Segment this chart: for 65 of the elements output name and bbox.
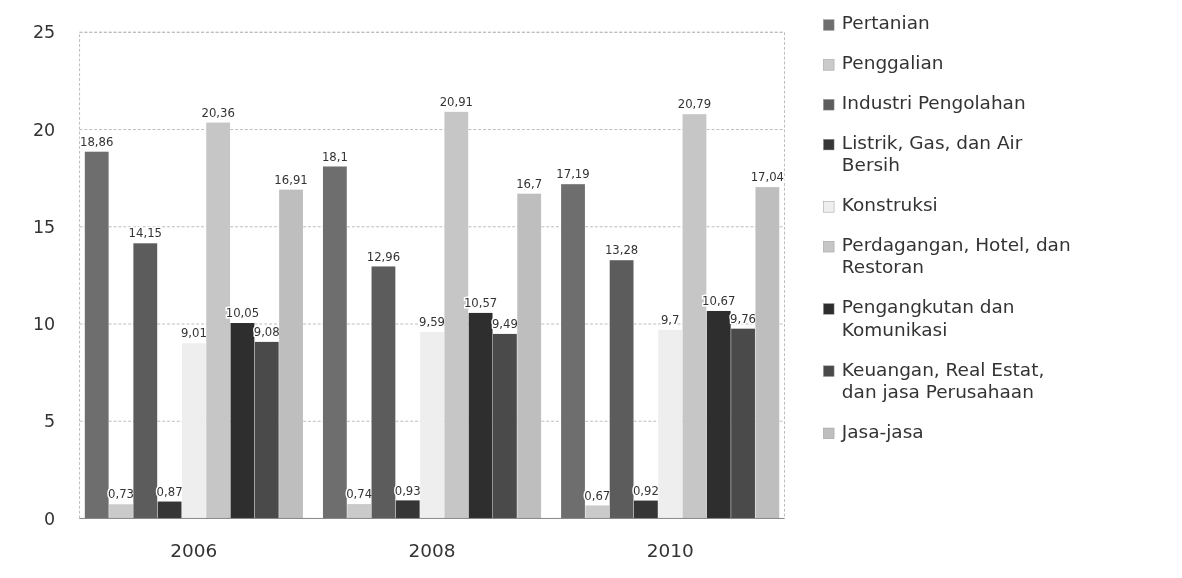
legend-label: Pengangkutan dan Komunikasi [841, 296, 1015, 340]
legend-label: Jasa-jasa [840, 420, 924, 442]
data-label: 0,67 [584, 488, 611, 503]
y-tick-label: 20 [32, 119, 56, 140]
bar [731, 328, 755, 519]
y-tick-label: 15 [32, 216, 56, 237]
bar [420, 331, 444, 519]
data-label: 14,15 [128, 226, 162, 241]
bar [109, 504, 133, 519]
data-label: 0,93 [394, 483, 421, 498]
data-label: 20,79 [677, 97, 712, 112]
bar [347, 504, 372, 519]
legend-label: Listrik, Gas, dan Air Bersih [841, 131, 1023, 176]
data-label: 0,92 [632, 483, 659, 498]
data-label: 0,74 [346, 487, 373, 502]
data-label: 9,59 [419, 315, 446, 330]
data-label: 9,01 [180, 326, 207, 341]
x-tick-label: 2006 [170, 540, 218, 562]
data-label: 10,67 [702, 294, 736, 309]
bar [157, 501, 182, 519]
data-label: 18,86 [80, 134, 114, 149]
data-label: 12,96 [366, 249, 401, 264]
bar [322, 166, 347, 519]
data-label: 9,7 [660, 313, 680, 327]
legend-label: Keuangan, Real Estat, dan jasa Perusahaan [841, 358, 1045, 402]
bar [585, 505, 610, 519]
data-label: 9,49 [491, 317, 518, 332]
data-label: 10,05 [225, 306, 260, 321]
legend-label: Penggalian [841, 52, 944, 74]
legend-label: Perdagangan, Hotel, dan Restoran [841, 234, 1071, 278]
data-label: 10,57 [463, 296, 498, 311]
legend-label: Konstruksi [841, 194, 938, 216]
bar [395, 500, 420, 519]
bar [181, 343, 206, 519]
x-tick-label: 2010 [646, 540, 694, 562]
y-tick-label: 25 [32, 22, 56, 43]
data-label: 0,73 [108, 487, 134, 502]
y-tick-label: 10 [32, 314, 56, 335]
y-tick-label: 0 [44, 508, 56, 529]
data-label: 16,7 [516, 176, 543, 191]
data-label: 20,36 [201, 105, 235, 120]
bar [230, 323, 255, 519]
data-label: 20,91 [439, 95, 473, 110]
data-label: 17,04 [750, 170, 785, 185]
bar [706, 310, 731, 519]
bar [133, 243, 158, 519]
bar [561, 184, 585, 519]
data-label: 17,19 [556, 167, 590, 182]
data-label: 9,08 [253, 325, 280, 340]
legend-label: Pertanian [841, 12, 930, 34]
data-label: 13,28 [604, 243, 639, 258]
bar [371, 266, 396, 519]
legend-label: Industri Pengolahan [841, 92, 1026, 114]
bar [658, 329, 683, 519]
bar [84, 151, 109, 519]
data-label: 0,87 [156, 484, 183, 499]
bar [493, 333, 517, 519]
data-label: 18,1 [321, 149, 348, 164]
bar [468, 312, 493, 519]
y-tick-label: 5 [44, 411, 56, 432]
x-tick-label: 2008 [408, 540, 456, 562]
bar [633, 500, 658, 519]
data-label: 16,91 [274, 172, 308, 187]
bar [254, 341, 279, 519]
bar [609, 260, 634, 519]
